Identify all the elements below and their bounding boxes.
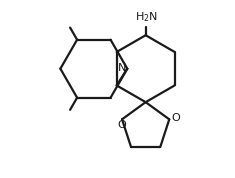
Text: H$_2$N: H$_2$N [135,10,158,24]
Text: O: O [171,113,180,124]
Text: N: N [118,63,126,73]
Text: O: O [117,120,126,130]
